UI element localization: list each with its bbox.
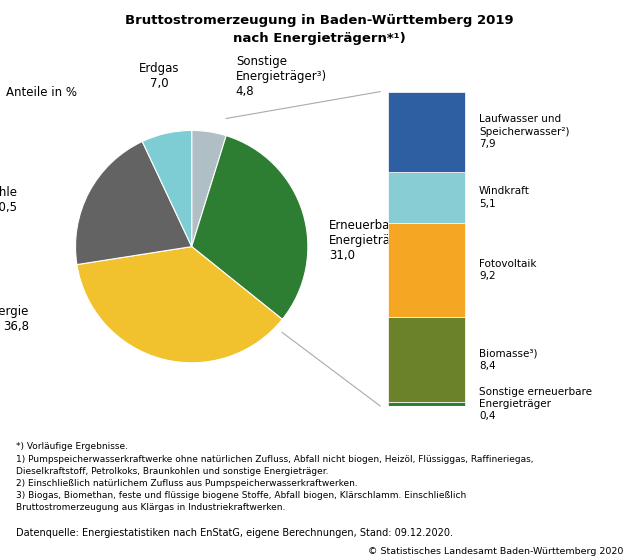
Wedge shape: [142, 130, 192, 246]
Bar: [388, 317, 465, 402]
Text: © Statistisches Landesamt Baden-Württemberg 2020: © Statistisches Landesamt Baden-Württemb…: [367, 547, 623, 556]
Text: Erneuerbare
Energieträger
31,0: Erneuerbare Energieträger 31,0: [329, 220, 410, 262]
Bar: [388, 92, 465, 172]
Bar: [388, 402, 465, 406]
Text: Erdgas
7,0: Erdgas 7,0: [139, 62, 180, 90]
Text: Biomasse³)
8,4: Biomasse³) 8,4: [479, 348, 537, 371]
Text: *) Vorläufige Ergebnisse.
1) Pumpspeicherwasserkraftwerke ohne natürlichen Zuflu: *) Vorläufige Ergebnisse. 1) Pumpspeiche…: [16, 442, 534, 512]
Bar: [388, 223, 465, 317]
Text: Sonstige
Energieträger³)
4,8: Sonstige Energieträger³) 4,8: [236, 55, 327, 98]
Text: Kernenergie
36,8: Kernenergie 36,8: [0, 305, 29, 333]
Text: Steinkohle
20,5: Steinkohle 20,5: [0, 186, 17, 214]
Text: Datenquelle: Energiestatistiken nach EnStatG, eigene Berechnungen, Stand: 09.12.: Datenquelle: Energiestatistiken nach EnS…: [16, 528, 453, 538]
Text: Laufwasser und
Speicherwasser²)
7,9: Laufwasser und Speicherwasser²) 7,9: [479, 114, 569, 149]
Wedge shape: [75, 142, 192, 264]
Wedge shape: [192, 136, 308, 319]
Text: Fotovoltaik
9,2: Fotovoltaik 9,2: [479, 259, 537, 281]
Text: Anteile in %: Anteile in %: [6, 86, 77, 99]
Bar: [388, 172, 465, 223]
Wedge shape: [77, 246, 282, 363]
Text: Bruttostromerzeugung in Baden-Württemberg 2019
nach Energieträgern*¹): Bruttostromerzeugung in Baden-Württember…: [125, 14, 514, 45]
Text: Windkraft
5,1: Windkraft 5,1: [479, 186, 530, 209]
Text: Sonstige erneuerbare
Energieträger
0,4: Sonstige erneuerbare Energieträger 0,4: [479, 386, 592, 421]
Wedge shape: [192, 130, 226, 246]
